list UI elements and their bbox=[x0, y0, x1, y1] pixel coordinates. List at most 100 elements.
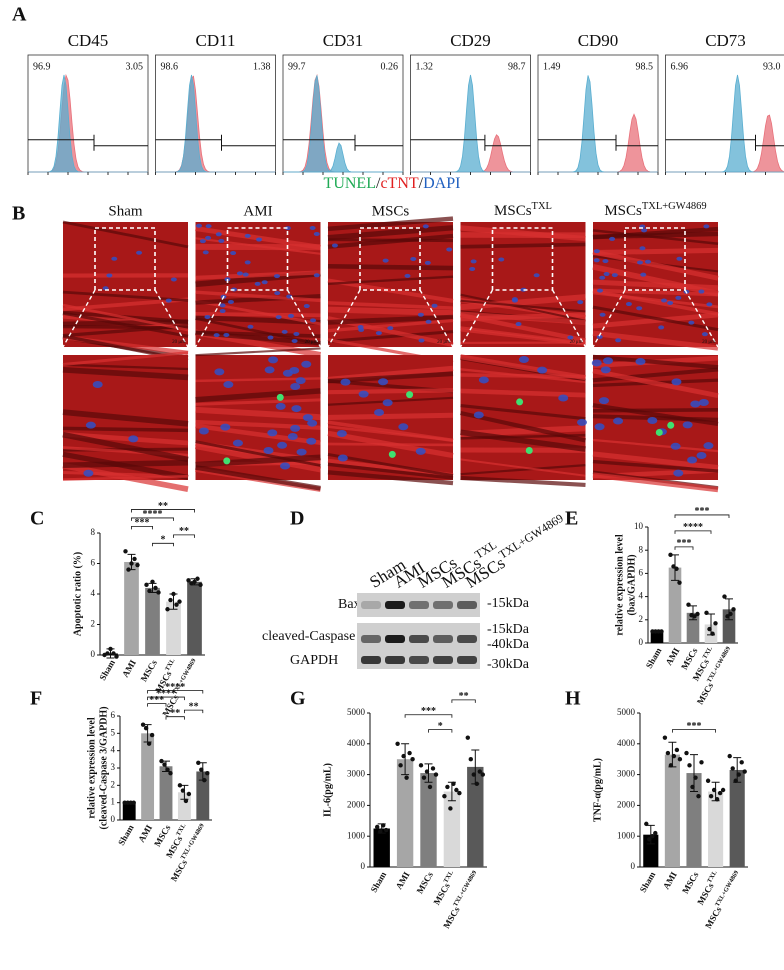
nucleus bbox=[284, 226, 291, 231]
x-tick-label-base: MSCs bbox=[703, 905, 724, 931]
nucleus bbox=[515, 322, 522, 327]
data-point bbox=[159, 758, 164, 764]
y-tick-label: 8 bbox=[91, 527, 96, 537]
nucleus bbox=[658, 325, 665, 330]
flow-title: CD90 bbox=[578, 31, 619, 50]
fiber bbox=[460, 458, 586, 477]
data-point bbox=[168, 597, 173, 603]
nucleus bbox=[599, 397, 610, 405]
nucleus bbox=[303, 304, 310, 309]
data-point bbox=[199, 767, 204, 772]
y-tick-label: 4 bbox=[91, 588, 96, 598]
data-point bbox=[401, 753, 406, 759]
significance-label: *** bbox=[677, 538, 692, 549]
band bbox=[385, 656, 405, 664]
y-tick-label: 0 bbox=[631, 861, 636, 871]
data-point bbox=[153, 585, 158, 591]
nucleus bbox=[567, 335, 574, 340]
nucleus bbox=[302, 414, 313, 422]
nucleus bbox=[281, 329, 288, 334]
tunel bbox=[655, 428, 663, 436]
y-axis-label: TNF-α(pg/mL) bbox=[592, 758, 603, 822]
flow-frame bbox=[155, 54, 276, 173]
nucleus bbox=[267, 429, 278, 437]
bar bbox=[467, 766, 484, 867]
fiber bbox=[194, 443, 322, 473]
significance-bracket bbox=[147, 690, 204, 694]
y-tick-label: 2 bbox=[91, 619, 96, 629]
data-point bbox=[171, 591, 176, 597]
data-point bbox=[722, 594, 727, 599]
data-point bbox=[144, 582, 149, 588]
tunel bbox=[516, 398, 524, 406]
zoom-line bbox=[592, 289, 719, 348]
y-axis-label: relative expression level bbox=[86, 717, 97, 818]
data-point bbox=[457, 790, 462, 796]
fiber bbox=[460, 388, 586, 398]
fiber bbox=[195, 312, 321, 318]
y-tick-label: 2000 bbox=[347, 799, 366, 809]
zoom-box bbox=[624, 227, 686, 291]
significance-bracket bbox=[674, 530, 712, 534]
y-tick-label: 2 bbox=[111, 779, 116, 789]
nucleus bbox=[310, 318, 317, 323]
data-point bbox=[659, 629, 664, 634]
nucleus bbox=[256, 237, 263, 242]
nucleus bbox=[418, 338, 425, 343]
fiber bbox=[460, 311, 586, 325]
significance-label: *** bbox=[149, 695, 164, 706]
band bbox=[433, 656, 453, 664]
bar bbox=[443, 791, 461, 867]
group-label-base: MSCs bbox=[604, 203, 642, 219]
y-tick-label: 6 bbox=[639, 567, 644, 577]
nucleus bbox=[470, 259, 477, 264]
nucleus bbox=[382, 258, 389, 263]
nucleus bbox=[690, 400, 701, 408]
y-tick-label: 0 bbox=[639, 637, 644, 647]
fiber bbox=[460, 312, 586, 343]
fiber bbox=[592, 408, 719, 413]
nucleus bbox=[387, 326, 394, 331]
fiber bbox=[195, 419, 321, 430]
gate bbox=[283, 134, 403, 151]
gate-left: 6.96 bbox=[671, 61, 689, 72]
y-axis-label: IL-6(pg/mL) bbox=[322, 763, 333, 817]
data-point bbox=[202, 777, 207, 783]
nucleus bbox=[92, 381, 103, 389]
nucleus bbox=[205, 235, 212, 240]
fiber bbox=[327, 238, 454, 243]
panel-label: G bbox=[290, 688, 306, 710]
data-point bbox=[111, 651, 116, 656]
data-point bbox=[677, 757, 683, 762]
data-point bbox=[731, 607, 736, 612]
y-tick-label: 4000 bbox=[617, 738, 636, 748]
fiber bbox=[62, 459, 189, 469]
data-point bbox=[195, 576, 200, 581]
nucleus bbox=[591, 359, 602, 367]
nucleus bbox=[703, 224, 710, 229]
fiber bbox=[460, 403, 586, 421]
data-point bbox=[686, 602, 691, 607]
bar bbox=[122, 802, 136, 820]
data-point bbox=[418, 763, 424, 768]
panel-label: A bbox=[12, 4, 27, 26]
data-point bbox=[375, 824, 380, 830]
significance-bracket bbox=[404, 714, 453, 718]
data-point bbox=[725, 614, 730, 619]
fiber bbox=[592, 291, 719, 309]
bar bbox=[145, 587, 160, 655]
nucleus bbox=[223, 332, 230, 337]
fiber bbox=[592, 330, 719, 351]
nucleus bbox=[232, 439, 243, 447]
data-point bbox=[671, 753, 677, 759]
nucleus bbox=[309, 226, 316, 231]
y-tick-label: 6 bbox=[91, 558, 96, 568]
fiber bbox=[460, 464, 586, 476]
data-point bbox=[407, 750, 412, 756]
x-tick-label-base: MSCs bbox=[432, 881, 453, 907]
y-tick-label: 1 bbox=[111, 797, 116, 807]
data-point bbox=[105, 651, 110, 656]
data-point bbox=[448, 806, 453, 811]
data-point bbox=[668, 552, 673, 558]
fiber bbox=[62, 409, 189, 427]
